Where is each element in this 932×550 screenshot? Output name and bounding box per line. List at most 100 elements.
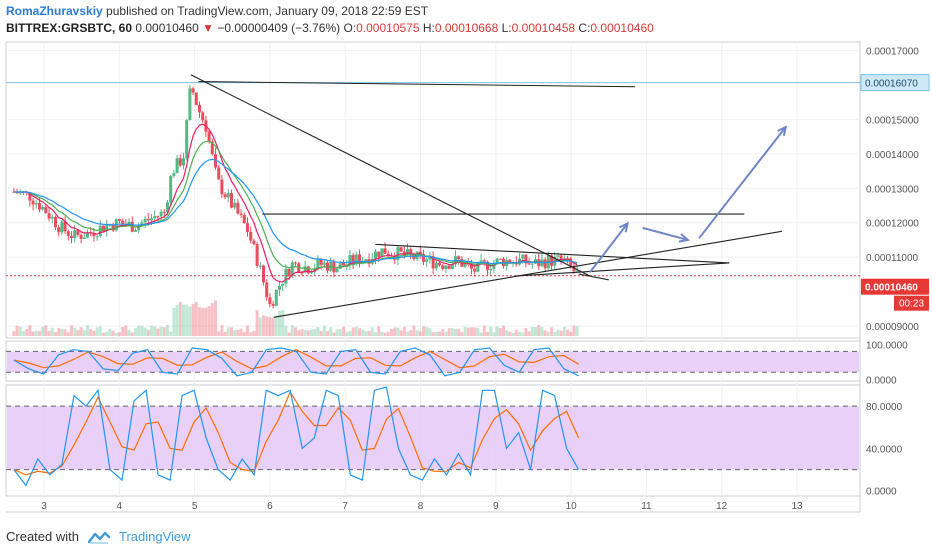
volume-bar: [377, 326, 381, 336]
candle-body: [268, 297, 272, 305]
candle-body: [127, 221, 131, 225]
volume-bar: [310, 329, 314, 336]
volume-bar: [575, 326, 579, 336]
volume-bar: [550, 327, 554, 336]
volume-bar: [47, 331, 51, 336]
volume-bar: [402, 326, 406, 336]
volume-bar: [460, 332, 464, 336]
price-tick-label: 0.00015000: [866, 115, 919, 126]
oscillator-pane-2[interactable]: [6, 386, 860, 487]
candle-body: [66, 231, 70, 236]
projection-arrow[interactable]: [642, 226, 689, 241]
volume-bar: [210, 302, 214, 336]
published-info: published on TradingView.com, January 09…: [106, 4, 429, 18]
price-tick-label: 0.00009000: [866, 322, 919, 333]
trend-line[interactable]: [273, 230, 783, 318]
candle-body: [287, 269, 291, 277]
low-value: 0.00010458: [511, 21, 576, 35]
volume-bar: [98, 326, 102, 336]
candle-body: [111, 224, 115, 231]
volume-bar: [498, 328, 502, 336]
candle-body: [406, 249, 410, 256]
volume-bar: [508, 331, 512, 336]
volume-bar: [489, 326, 493, 336]
author-name[interactable]: RomaZhuravskiy: [6, 4, 103, 18]
ema-slow-line: [13, 158, 578, 265]
volume-bar: [553, 331, 557, 336]
close-value: 0.00010460: [590, 21, 654, 35]
volume-bar: [220, 325, 224, 336]
candle-body: [530, 263, 534, 265]
axes: 0.00017000 0.00015000 0.00014000 0.00013000…: [41, 47, 930, 512]
trend-line[interactable]: [514, 262, 730, 277]
volume-bar: [495, 326, 499, 336]
candle-body: [310, 272, 314, 274]
volume-bar: [156, 328, 160, 336]
candle-body: [559, 255, 563, 260]
volume-bar: [351, 327, 355, 336]
volume-bar: [447, 328, 451, 336]
volume-bar: [367, 331, 371, 336]
candle-body: [53, 216, 57, 228]
candle-body: [201, 112, 205, 121]
volume-bar: [217, 331, 221, 336]
candle-body: [303, 266, 307, 273]
candle-body: [108, 224, 112, 226]
volume-bar: [562, 326, 566, 336]
osc1-tick-label: 0.0000: [866, 375, 897, 386]
candle-body: [105, 225, 109, 232]
candle-body: [338, 262, 342, 269]
volume-bar: [239, 328, 243, 336]
candle-body: [153, 216, 157, 219]
arrow-head-icon: [619, 221, 629, 233]
volume-bar: [114, 332, 118, 336]
candle-body: [290, 262, 294, 277]
volume-bar: [527, 331, 531, 336]
projection-arrow[interactable]: [589, 222, 629, 273]
volume-bar: [181, 304, 185, 336]
trend-line[interactable]: [198, 81, 636, 88]
volume-bar: [393, 327, 397, 336]
candle-body: [521, 254, 525, 259]
oscillator-pane-1[interactable]: [6, 347, 860, 377]
candle-body: [278, 285, 282, 290]
volume-bar: [374, 332, 378, 336]
projection-arrow[interactable]: [698, 126, 787, 239]
time-tick-label: 7: [342, 501, 348, 512]
time-tick-label: 10: [566, 501, 578, 512]
time-tick-label: 4: [117, 501, 123, 512]
candle-body: [306, 266, 310, 274]
volume-bar: [41, 326, 45, 336]
volume-bar: [53, 332, 57, 336]
volume-bar: [85, 325, 89, 336]
osc2-d-line: [13, 390, 580, 476]
candle-body: [422, 254, 426, 262]
candle-body: [463, 263, 467, 267]
volume-bar: [37, 331, 41, 336]
trend-line[interactable]: [190, 74, 591, 277]
trend-line[interactable]: [578, 273, 609, 281]
volume-bar: [127, 330, 131, 336]
trend-line[interactable]: [375, 243, 730, 264]
tradingview-brand[interactable]: TradingView: [118, 529, 191, 544]
volume-bar: [261, 315, 265, 336]
candle-body: [133, 230, 137, 232]
candle-body: [213, 154, 217, 168]
price-change: −0.00000409 (−3.76%): [217, 21, 341, 35]
hline-price-badge: [860, 74, 930, 92]
volume-bar: [431, 332, 435, 336]
volume-bar: [358, 328, 362, 336]
volume-bar: [60, 329, 64, 336]
volume-bar: [188, 306, 192, 336]
volume-bar: [34, 330, 38, 336]
candle-body: [57, 227, 61, 233]
volume-bar: [473, 327, 477, 336]
volume-bar: [207, 306, 211, 336]
candle-body: [239, 213, 243, 215]
volume-bar: [361, 329, 365, 336]
candle-body: [434, 262, 438, 269]
ticker-line: BITTREX:GRSBTC, 60 0.00010460 ▼ −0.00000…: [6, 20, 926, 37]
volume-bar: [303, 330, 307, 336]
price-pane[interactable]: [6, 74, 860, 336]
